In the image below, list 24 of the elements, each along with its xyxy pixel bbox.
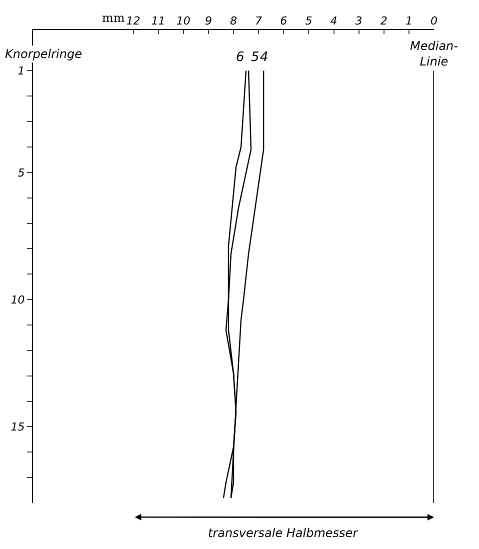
x-tick-label: 5 [305, 14, 312, 28]
ref-line-label: Median-Linie [410, 39, 458, 69]
x-tick-label: 7 [255, 14, 262, 28]
y-tick-label: 10 [10, 293, 25, 306]
text: transversale Halbmesser [208, 526, 359, 540]
y-axis-title: Knorpelringe [5, 47, 82, 61]
x-axis-title: mm [102, 11, 126, 25]
x-tick-label: 1 [405, 14, 412, 28]
x-tick-label: 10 [176, 14, 190, 28]
series-label: 5 [251, 50, 260, 65]
series-label: 6 [236, 50, 244, 65]
x-tick-label: 12 [126, 14, 140, 28]
y-tick-label: 15 [10, 420, 25, 434]
y-tick-label: 5 [18, 166, 25, 180]
x-tick-label: 9 [204, 14, 212, 28]
y-tick-label: 1 [18, 64, 25, 78]
x-tick-label: 6 [280, 14, 288, 28]
x-tick-label: 3 [355, 14, 362, 28]
x-tick-label: 8 [230, 14, 237, 28]
x-tick-label: 2 [380, 14, 388, 28]
x-tick-label: 0 [430, 14, 438, 28]
x-tick-label: 4 [330, 14, 338, 28]
series-label: 4 [260, 50, 268, 65]
x-tick-label: 11 [151, 14, 166, 28]
